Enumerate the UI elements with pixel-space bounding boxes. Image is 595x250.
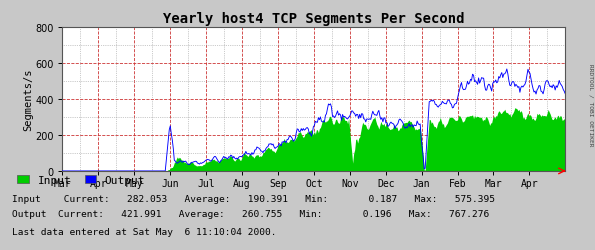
- Text: Input    Current:   282.053   Average:   190.391   Min:       0.187   Max:   575: Input Current: 282.053 Average: 190.391 …: [12, 194, 495, 203]
- Text: Last data entered at Sat May  6 11:10:04 2000.: Last data entered at Sat May 6 11:10:04 …: [12, 228, 277, 236]
- Title: Yearly host4 TCP Segments Per Second: Yearly host4 TCP Segments Per Second: [163, 12, 465, 26]
- Text: Output  Current:   421.991   Average:   260.755   Min:       0.196   Max:   767.: Output Current: 421.991 Average: 260.755…: [12, 209, 489, 218]
- Y-axis label: Segments/s: Segments/s: [24, 68, 33, 130]
- Legend: Input, Output: Input, Output: [17, 175, 145, 185]
- Text: RRDTOOL / TOBI OETIKER: RRDTOOL / TOBI OETIKER: [588, 64, 593, 146]
